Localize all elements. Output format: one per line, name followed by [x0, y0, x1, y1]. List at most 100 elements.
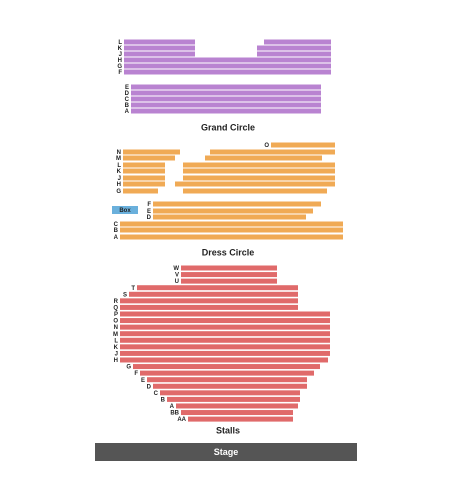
row-label: S — [123, 292, 127, 298]
row-label: F — [118, 70, 122, 76]
row-label: H — [118, 58, 122, 64]
seat-row[interactable] — [120, 311, 330, 317]
seat-row[interactable] — [123, 149, 180, 155]
box-label: Box — [119, 208, 131, 214]
seat-row[interactable] — [183, 168, 335, 174]
row-label: R — [114, 299, 119, 305]
section-title: Stalls — [216, 425, 240, 435]
row-label: F — [134, 371, 138, 377]
seat-row[interactable] — [120, 298, 298, 304]
row-label: J — [119, 52, 122, 58]
seat-row[interactable] — [123, 188, 158, 194]
row-label: K — [118, 46, 123, 52]
seat-row[interactable] — [123, 175, 165, 181]
seat-row[interactable] — [120, 324, 330, 330]
seat-row[interactable] — [257, 51, 331, 57]
seat-row[interactable] — [183, 162, 335, 168]
row-label: C — [154, 391, 159, 397]
row-label: G — [116, 189, 121, 195]
seat-row[interactable] — [129, 291, 298, 297]
row-label: V — [175, 273, 179, 279]
seat-row[interactable] — [147, 377, 307, 383]
seat-row[interactable] — [160, 390, 300, 396]
seat-row[interactable] — [123, 155, 175, 161]
row-label: F — [147, 202, 151, 208]
seat-row[interactable] — [133, 364, 320, 370]
seat-row[interactable] — [124, 39, 195, 45]
row-label: A — [114, 235, 119, 241]
row-label: H — [114, 358, 118, 364]
seat-row[interactable] — [124, 69, 331, 75]
seat-row[interactable] — [120, 227, 343, 233]
seat-row[interactable] — [181, 410, 293, 416]
seat-row[interactable] — [188, 416, 293, 422]
row-label: N — [114, 325, 118, 331]
row-label: O — [113, 319, 118, 325]
seat-row[interactable] — [181, 265, 277, 271]
seat-row[interactable] — [257, 45, 331, 51]
row-label: E — [125, 85, 129, 91]
seat-row[interactable] — [153, 383, 307, 389]
seat-row[interactable] — [153, 201, 321, 207]
seat-row[interactable] — [131, 84, 321, 90]
seat-row[interactable] — [131, 96, 321, 102]
seat-row[interactable] — [181, 272, 277, 278]
seat-row[interactable] — [271, 142, 335, 148]
seat-row[interactable] — [131, 108, 321, 114]
row-label: E — [141, 378, 145, 384]
seat-row[interactable] — [124, 51, 195, 57]
seat-row[interactable] — [205, 155, 322, 161]
seat-row[interactable] — [120, 331, 330, 337]
row-label: L — [118, 40, 122, 46]
seat-row[interactable] — [124, 63, 331, 69]
row-label: J — [115, 351, 118, 357]
seat-row[interactable] — [153, 208, 313, 214]
seat-row[interactable] — [120, 337, 330, 343]
row-label: G — [117, 64, 122, 70]
seat-row[interactable] — [123, 168, 165, 174]
seat-row[interactable] — [120, 234, 343, 240]
seat-row[interactable] — [120, 304, 298, 310]
row-label: D — [147, 384, 152, 390]
seat-row[interactable] — [176, 403, 298, 409]
seat-row[interactable] — [264, 39, 331, 45]
seat-row[interactable] — [167, 396, 300, 402]
row-label: D — [125, 91, 130, 97]
row-label: L — [114, 338, 118, 344]
row-label: B — [161, 397, 166, 403]
seat-row[interactable] — [124, 57, 331, 63]
seat-row[interactable] — [153, 214, 306, 220]
row-label: P — [114, 312, 118, 318]
seat-row[interactable] — [183, 175, 335, 181]
row-label: Q — [113, 305, 118, 311]
seat-row[interactable] — [183, 188, 327, 194]
stage — [95, 443, 357, 461]
row-label: U — [175, 279, 179, 285]
seat-row[interactable] — [210, 149, 335, 155]
seat-row[interactable] — [181, 278, 277, 284]
seat-row[interactable] — [123, 162, 165, 168]
box-seat[interactable] — [112, 206, 138, 214]
row-label: C — [114, 222, 119, 228]
row-label: D — [147, 215, 152, 221]
row-label: L — [117, 163, 121, 169]
section-title: Dress Circle — [202, 247, 255, 257]
seat-row[interactable] — [137, 285, 298, 291]
seat-row[interactable] — [124, 45, 195, 51]
row-label: K — [114, 345, 119, 351]
row-label: T — [131, 286, 135, 292]
seat-row[interactable] — [175, 181, 335, 187]
seat-row[interactable] — [120, 221, 343, 227]
seat-row[interactable] — [131, 90, 321, 96]
seat-row[interactable] — [120, 357, 328, 363]
row-label: M — [113, 332, 118, 338]
seat-row[interactable] — [120, 350, 330, 356]
row-label: C — [125, 97, 130, 103]
seat-row[interactable] — [123, 181, 165, 187]
seat-row[interactable] — [120, 344, 330, 350]
seat-row[interactable] — [131, 102, 321, 108]
row-label: A — [170, 404, 175, 410]
seat-row[interactable] — [140, 370, 314, 376]
seat-row[interactable] — [120, 318, 330, 324]
